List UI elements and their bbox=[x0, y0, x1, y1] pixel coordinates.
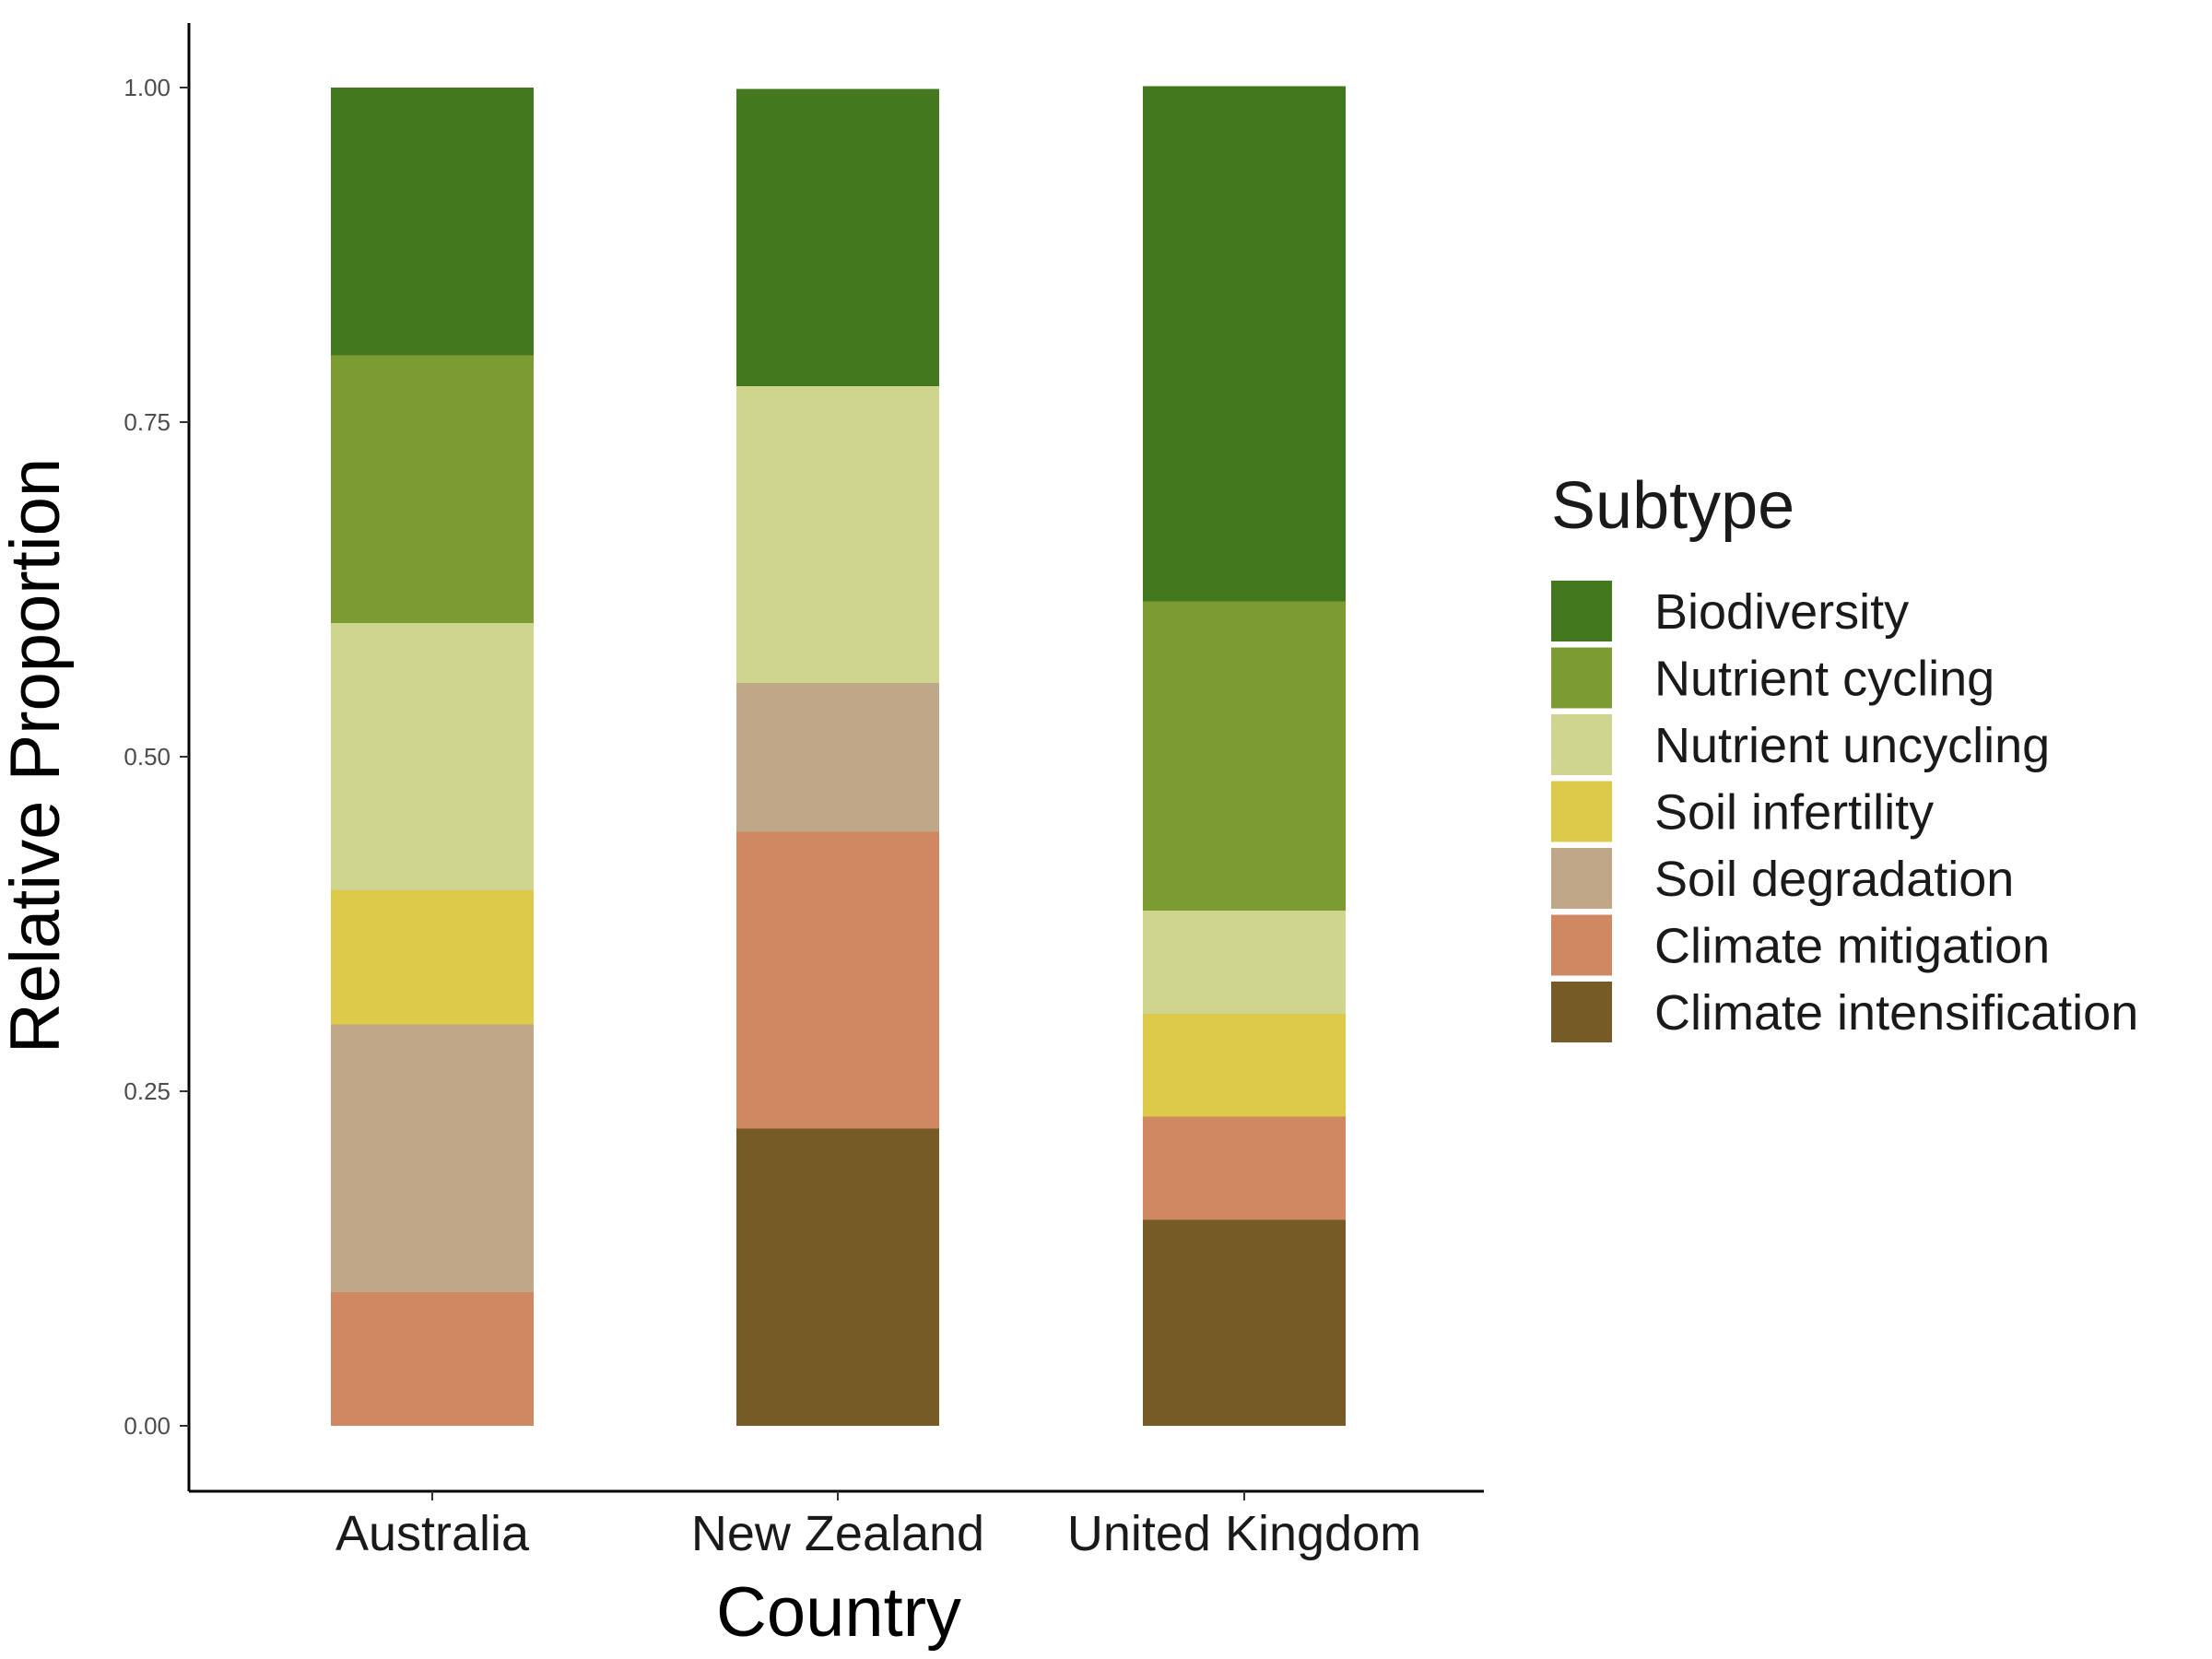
x-tick-label: New Zealand bbox=[691, 1506, 984, 1561]
legend: Subtype Biodiversity Nutrient cycling Nutr… bbox=[1551, 469, 2138, 1042]
legend-label: Nutrient uncycling bbox=[1654, 718, 2050, 773]
legend-label: Nutrient cycling bbox=[1654, 652, 1994, 707]
legend-title: Subtype bbox=[1551, 469, 1794, 543]
legend-key bbox=[1551, 714, 1612, 775]
bar-segment-united-kingdom-nutrient-uncycling bbox=[1143, 910, 1346, 1014]
y-tick-label: 0.50 bbox=[124, 743, 171, 771]
bar-segment-australia-biodiversity bbox=[331, 88, 534, 356]
bar-segment-australia-nutrient-uncycling bbox=[331, 622, 534, 891]
bar-segment-australia-soil-degradation bbox=[331, 1024, 534, 1292]
y-tick-label: 1.00 bbox=[124, 74, 171, 101]
legend-label: Soil degradation bbox=[1654, 852, 2014, 907]
y-axis-title: Relative Proportion bbox=[0, 458, 75, 1053]
bar-segment-united-kingdom-biodiversity bbox=[1143, 86, 1346, 602]
bar-segment-new-zealand-climate-intensification bbox=[736, 1128, 939, 1426]
x-axis-title: Country bbox=[716, 1573, 961, 1652]
legend-key bbox=[1551, 914, 1612, 976]
bar-segment-united-kingdom-climate-intensification bbox=[1143, 1219, 1346, 1426]
x-tick-label: United Kingdom bbox=[1067, 1506, 1421, 1561]
legend-key bbox=[1551, 647, 1612, 709]
bar-segment-new-zealand-nutrient-uncycling bbox=[736, 385, 939, 684]
x-tick-label: Australia bbox=[335, 1506, 530, 1561]
y-tick-label: 0.00 bbox=[124, 1412, 171, 1440]
bar-segment-united-kingdom-climate-mitigation bbox=[1143, 1116, 1346, 1220]
bar-segment-united-kingdom-nutrient-cycling bbox=[1143, 601, 1346, 911]
legend-label: Biodiversity bbox=[1654, 584, 1909, 640]
bar-segment-united-kingdom-soil-infertility bbox=[1143, 1013, 1346, 1117]
bar-segment-new-zealand-soil-degradation bbox=[736, 683, 939, 832]
bar-segment-australia-climate-mitigation bbox=[331, 1291, 534, 1426]
bar-segment-new-zealand-biodiversity bbox=[736, 88, 939, 386]
legend-label: Climate intensification bbox=[1654, 985, 2138, 1041]
bar-segment-australia-soil-infertility bbox=[331, 890, 534, 1025]
legend-label: Soil infertility bbox=[1654, 785, 1934, 841]
bar-segment-new-zealand-climate-mitigation bbox=[736, 831, 939, 1129]
bars-layer bbox=[331, 86, 1346, 1426]
legend-key bbox=[1551, 581, 1612, 641]
legend-label: Climate mitigation bbox=[1654, 919, 2050, 974]
bar-segment-australia-nutrient-cycling bbox=[331, 355, 534, 623]
y-tick-label: 0.25 bbox=[124, 1077, 171, 1105]
legend-key bbox=[1551, 848, 1612, 909]
axes-layer: 0.00 0.25 0.50 0.75 1.00 bbox=[124, 23, 1484, 1500]
y-tick-label: 0.75 bbox=[124, 408, 171, 436]
labels-layer: Country Relative Proportion Australia New… bbox=[0, 458, 1421, 1652]
legend-key bbox=[1551, 982, 1612, 1042]
legend-key bbox=[1551, 781, 1612, 842]
